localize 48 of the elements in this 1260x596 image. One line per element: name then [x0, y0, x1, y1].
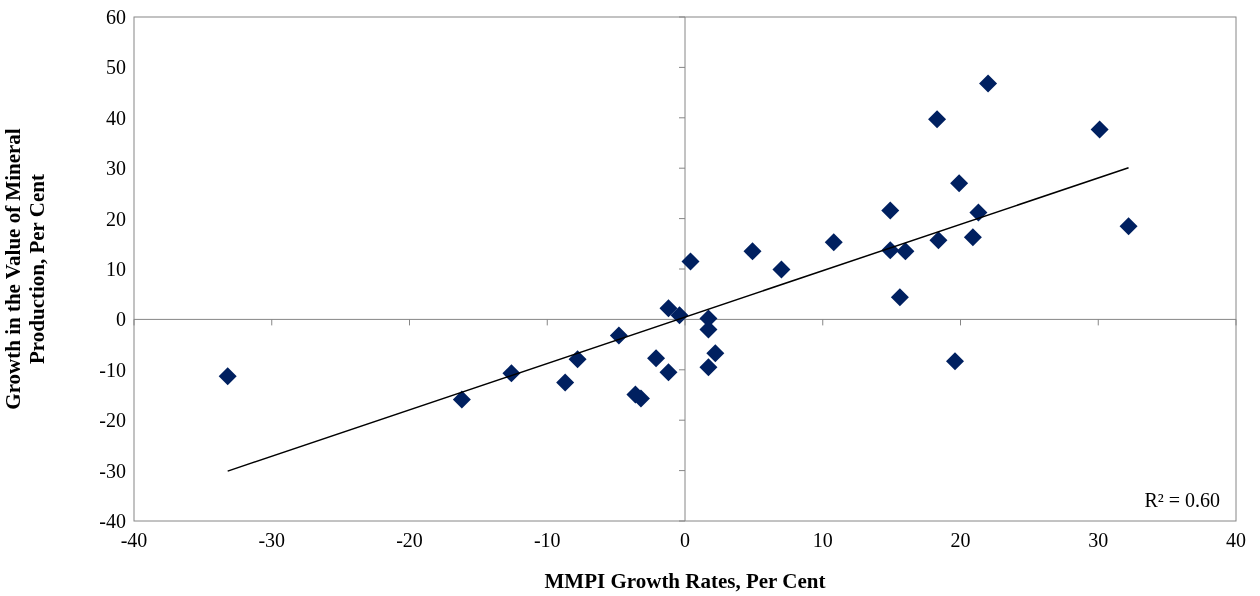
y-tick-label: 50 — [106, 56, 126, 79]
point — [979, 74, 998, 93]
point — [568, 350, 587, 369]
x-tick-label: 40 — [1226, 529, 1246, 551]
point — [659, 299, 678, 318]
point — [706, 344, 725, 363]
x-axis-title: MMPI Growth Rates, Per Cent — [544, 569, 826, 593]
y-tick-label: -40 — [99, 510, 126, 532]
y-tick-label: 20 — [106, 207, 126, 230]
point — [896, 242, 915, 261]
point — [945, 352, 964, 371]
point — [928, 110, 947, 129]
x-tick-label: -30 — [258, 529, 286, 551]
point — [929, 231, 948, 250]
x-tick-label: 20 — [950, 529, 971, 551]
y-tick-label: -20 — [99, 409, 126, 432]
x-tick-label: -20 — [396, 529, 423, 551]
point — [452, 390, 471, 409]
point — [647, 349, 666, 368]
point — [1119, 217, 1138, 236]
point — [699, 358, 718, 377]
point — [218, 367, 237, 386]
point — [963, 228, 982, 247]
y-tick-label: -30 — [99, 459, 126, 482]
y-tick-label: 0 — [116, 308, 126, 331]
x-tick-label: -40 — [120, 529, 148, 551]
point — [743, 242, 762, 261]
y-tick-label: -10 — [99, 358, 126, 381]
point — [681, 252, 700, 271]
point — [1090, 120, 1109, 139]
y-tick-label: 40 — [106, 106, 126, 129]
point — [556, 373, 575, 392]
annotation: R² = 0.60 — [1144, 489, 1220, 511]
point — [659, 363, 678, 382]
x-tick-label: 10 — [812, 529, 833, 551]
point — [890, 288, 909, 307]
point — [772, 260, 791, 279]
y-tick-label: 60 — [106, 6, 126, 28]
x-tick-label: 30 — [1088, 529, 1109, 551]
y-tick-label: 10 — [106, 258, 126, 280]
point — [824, 233, 843, 252]
point — [881, 201, 900, 220]
point — [950, 174, 969, 193]
x-tick-label: 0 — [680, 529, 690, 551]
point — [969, 203, 988, 222]
y-axis-title: Growth in the Value of Mineral Production, Per Cent — [1, 128, 49, 410]
y-tick-label: 30 — [106, 157, 126, 180]
x-tick-label: -10 — [533, 529, 561, 551]
